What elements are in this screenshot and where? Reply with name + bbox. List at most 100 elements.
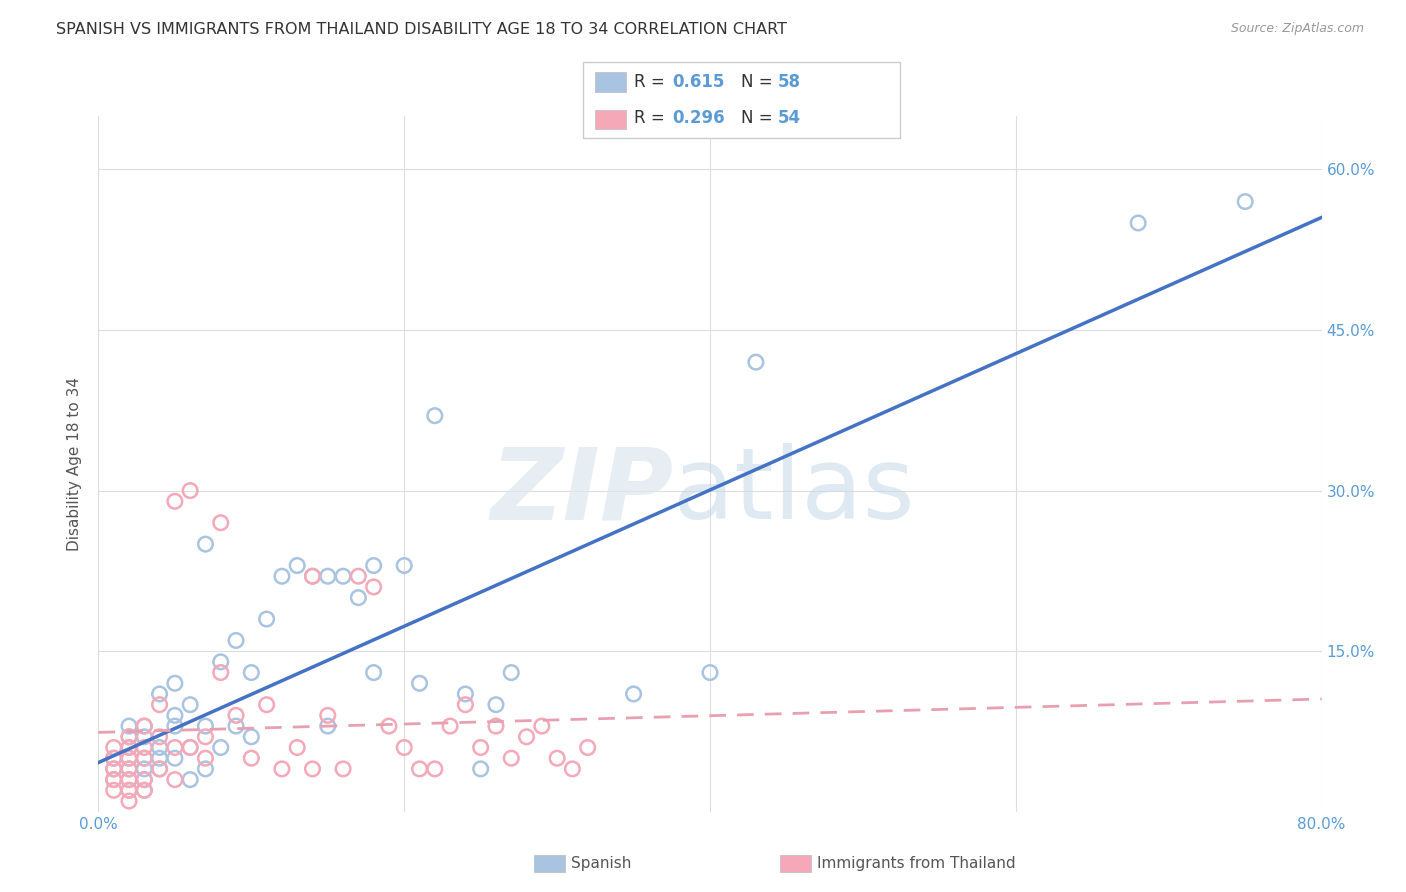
Point (423, 762, 446, 776)
Point (501, 665, 523, 680)
Point (225, 708, 247, 723)
Point (194, 537, 217, 551)
Point (163, 708, 186, 723)
Point (270, 569, 292, 583)
Point (134, 772, 156, 787)
Point (316, 708, 339, 723)
Point (316, 719, 339, 733)
Point (134, 772, 156, 787)
Point (118, 740, 141, 755)
Point (301, 569, 323, 583)
Point (134, 719, 156, 733)
Point (149, 687, 172, 701)
Point (363, 558, 385, 573)
Point (134, 751, 156, 765)
Point (163, 676, 186, 690)
Point (103, 762, 125, 776)
Point (576, 740, 599, 755)
Point (1234, 194, 1257, 209)
Point (118, 730, 141, 744)
Text: atlas: atlas (673, 443, 915, 541)
Point (194, 719, 217, 733)
Point (240, 730, 263, 744)
Point (392, 740, 416, 755)
Point (163, 751, 186, 765)
Point (103, 740, 125, 755)
Point (179, 698, 201, 712)
Text: N =: N = (741, 73, 778, 91)
Point (103, 762, 125, 776)
Point (1128, 216, 1150, 230)
Point (454, 698, 477, 712)
Point (270, 762, 292, 776)
Point (103, 772, 125, 787)
Point (134, 751, 156, 765)
Point (285, 558, 308, 573)
Point (256, 698, 278, 712)
Point (163, 772, 186, 787)
Point (240, 665, 263, 680)
Point (134, 740, 156, 755)
Point (530, 719, 553, 733)
Point (501, 751, 523, 765)
Text: N =: N = (741, 109, 778, 127)
Point (149, 762, 172, 776)
Point (118, 772, 141, 787)
Point (118, 762, 141, 776)
Point (332, 569, 354, 583)
Text: 54: 54 (778, 109, 800, 127)
Point (225, 633, 247, 648)
Point (134, 719, 156, 733)
Point (485, 719, 508, 733)
Point (225, 719, 247, 733)
Point (134, 730, 156, 744)
Point (423, 409, 446, 423)
Point (118, 730, 141, 744)
Text: 0.296: 0.296 (672, 109, 724, 127)
Point (118, 783, 141, 797)
Text: ZIP: ZIP (491, 443, 673, 541)
Point (347, 591, 370, 605)
Point (194, 762, 217, 776)
Text: R =: R = (634, 73, 671, 91)
Point (103, 751, 125, 765)
Point (485, 698, 508, 712)
Point (470, 762, 492, 776)
Point (118, 794, 141, 808)
Point (240, 751, 263, 765)
Point (149, 698, 172, 712)
Point (256, 612, 278, 626)
Y-axis label: Disability Age 18 to 34: Disability Age 18 to 34 (67, 376, 83, 551)
Point (699, 665, 721, 680)
Point (516, 730, 538, 744)
Point (561, 762, 583, 776)
Point (149, 740, 172, 755)
Point (118, 740, 141, 755)
Point (301, 762, 323, 776)
Point (454, 687, 477, 701)
Text: 58: 58 (778, 73, 800, 91)
Point (209, 740, 232, 755)
Point (118, 772, 141, 787)
Point (470, 740, 492, 755)
Point (332, 762, 354, 776)
Text: 0.615: 0.615 (672, 73, 724, 91)
Point (408, 762, 430, 776)
Point (363, 665, 385, 680)
Text: Source: ZipAtlas.com: Source: ZipAtlas.com (1230, 22, 1364, 36)
Point (103, 772, 125, 787)
Point (209, 665, 232, 680)
Point (194, 751, 217, 765)
Point (546, 751, 568, 765)
Point (378, 719, 401, 733)
Point (209, 655, 232, 669)
Point (285, 740, 308, 755)
Text: SPANISH VS IMMIGRANTS FROM THAILAND DISABILITY AGE 18 TO 34 CORRELATION CHART: SPANISH VS IMMIGRANTS FROM THAILAND DISA… (56, 22, 787, 37)
Point (134, 783, 156, 797)
Point (103, 783, 125, 797)
Point (347, 569, 370, 583)
Point (118, 719, 141, 733)
Point (209, 516, 232, 530)
Point (363, 580, 385, 594)
Point (179, 772, 201, 787)
